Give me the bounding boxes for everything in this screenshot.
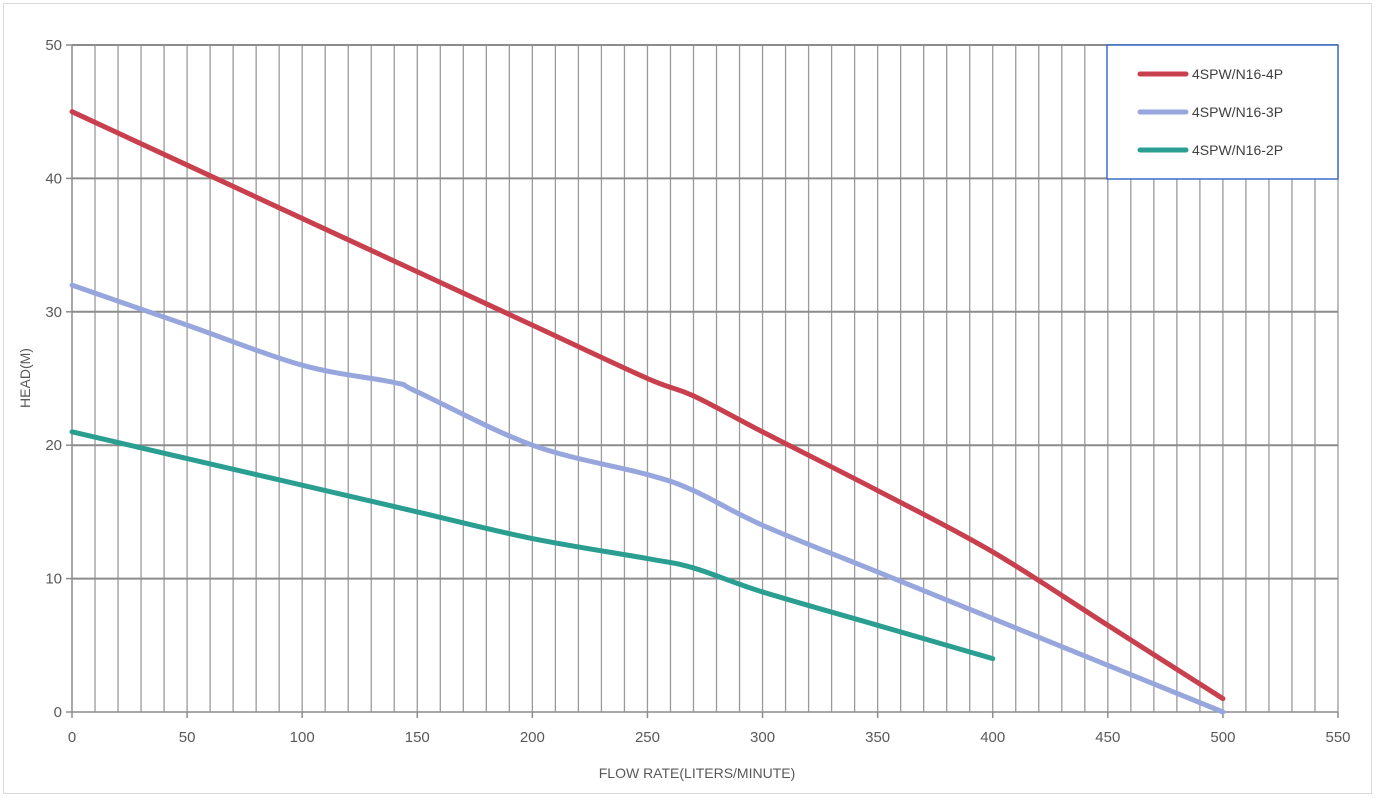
- y-tick-label: 50: [45, 37, 62, 54]
- x-tick-label: 300: [750, 729, 775, 746]
- y-tick-label: 40: [45, 170, 62, 187]
- legend-label: 4SPW/N16-2P: [1192, 142, 1283, 158]
- x-tick-label: 50: [179, 729, 196, 746]
- x-tick-label: 450: [1095, 729, 1120, 746]
- x-tick-label: 200: [520, 729, 545, 746]
- x-tick-label: 400: [980, 729, 1005, 746]
- legend-label: 4SPW/N16-4P: [1192, 66, 1283, 82]
- y-axis-label: HEAD(M): [17, 348, 33, 408]
- legend-label: 4SPW/N16-3P: [1192, 104, 1283, 120]
- x-tick-label: 150: [405, 729, 430, 746]
- y-tick-label: 0: [54, 704, 62, 721]
- y-tick-label: 20: [45, 437, 62, 454]
- y-tick-labels: 0 10 20 30 40 50: [45, 37, 62, 721]
- x-tick-label: 250: [635, 729, 660, 746]
- x-tick-label: 350: [865, 729, 890, 746]
- x-tick-label: 500: [1210, 729, 1235, 746]
- x-tick-label: 100: [290, 729, 315, 746]
- x-tick-labels: 0 50 100 150 200 250 300 350 400 450 500 550: [68, 729, 1351, 746]
- x-axis-label: FLOW RATE(LITERS/MINUTE): [599, 765, 796, 781]
- y-tick-label: 10: [45, 571, 62, 588]
- x-tick-label: 550: [1325, 729, 1350, 746]
- legend: 4SPW/N16-4P 4SPW/N16-3P 4SPW/N16-2P: [1107, 45, 1338, 179]
- y-tick-label: 30: [45, 304, 62, 321]
- x-tick-label: 0: [68, 729, 76, 746]
